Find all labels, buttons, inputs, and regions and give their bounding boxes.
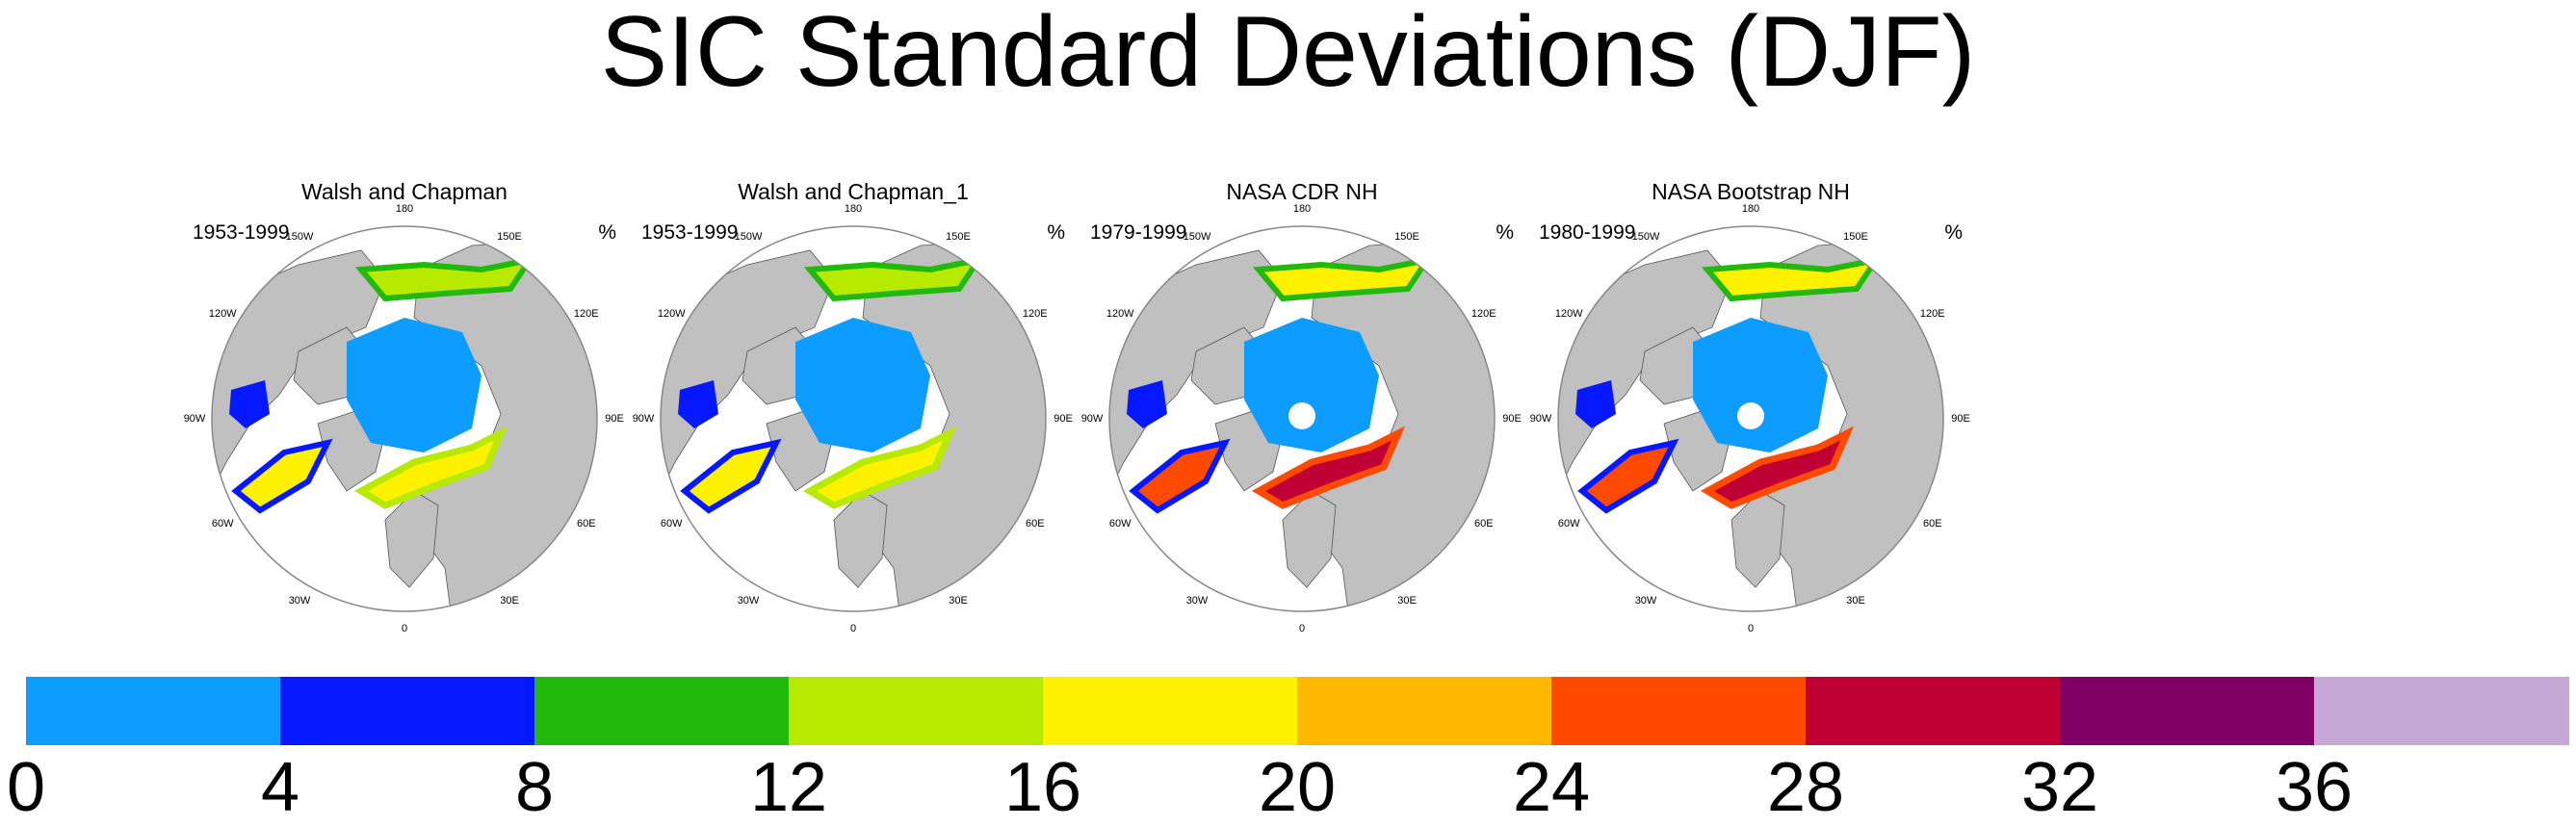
longitude-label: 90W (1529, 413, 1552, 425)
longitude-label: 120E (1919, 308, 1945, 320)
colorbar-tick-label: 36 (2275, 749, 2354, 826)
longitude-label: 180 (395, 203, 414, 215)
polar-map (211, 225, 598, 612)
colorbar-segment (534, 677, 790, 745)
longitude-label: 180 (1292, 203, 1312, 215)
longitude-label: 120W (208, 308, 237, 320)
map-panel: Walsh and Chapman 1953-1999% 180 150E 120E 90… (184, 173, 624, 635)
longitude-label: 150W (1631, 231, 1660, 244)
longitude-label: 90W (632, 413, 655, 425)
longitude-label: 180 (1741, 203, 1760, 215)
colorbar-segment (1043, 677, 1298, 745)
panel-period: 1953-1999 (641, 221, 739, 244)
colorbar-tick-label: 0 (6, 749, 46, 826)
colorbar-segment (26, 677, 281, 745)
longitude-label: 60W (1108, 518, 1132, 530)
colorbar-tick-label: 12 (749, 749, 828, 826)
longitude-label: 0 (1747, 623, 1755, 634)
longitude-label: 30E (949, 594, 968, 607)
map-panel: Walsh and Chapman_1 1953-1999% 180 150E 120E… (633, 173, 1073, 635)
longitude-label: 60W (660, 518, 683, 530)
longitude-label: 120E (1470, 308, 1496, 320)
longitude-label: 150E (946, 231, 971, 244)
colorbar-tick-label: 16 (1003, 749, 1082, 826)
longitude-label: 60E (576, 518, 596, 530)
longitude-label: 180 (844, 203, 863, 215)
longitude-label: 90W (1080, 413, 1104, 425)
figure-title: SIC Standard Deviations (DJF) (600, 0, 1976, 108)
longitude-label: 90E (605, 413, 624, 425)
polar-map (1557, 225, 1944, 612)
longitude-label: 90E (1054, 413, 1073, 425)
panel-period: 1953-1999 (193, 221, 290, 244)
longitude-label: 150W (734, 231, 763, 244)
longitude-label: 150W (285, 231, 314, 244)
longitude-label: 30W (737, 594, 760, 607)
panel-title: NASA Bootstrap NH (1652, 179, 1850, 204)
panel-unit: % (1944, 221, 1963, 244)
longitude-label: 60E (1025, 518, 1045, 530)
polar-map (1108, 225, 1496, 612)
colorbar-segment (1806, 677, 2061, 745)
panel-unit: % (598, 221, 616, 244)
map-panel: NASA Bootstrap NH 1980-1999% 180 150E 120E 90… (1530, 173, 1970, 635)
longitude-label: 30W (288, 594, 311, 607)
longitude-label: 120W (1106, 308, 1134, 320)
panel-unit: % (1047, 221, 1065, 244)
longitude-label: 120E (1022, 308, 1048, 320)
colorbar-tick-label: 4 (260, 749, 300, 826)
longitude-label: 150E (497, 231, 522, 244)
colorbar-tick-label: 32 (2020, 749, 2099, 826)
longitude-label: 150W (1183, 231, 1211, 244)
longitude-label: 0 (401, 623, 408, 634)
colorbar-segment (2060, 677, 2315, 745)
map-panel: NASA CDR NH 1979-1999% 180 150E 120E 90E 60E 30… (1081, 173, 1522, 635)
colorbar-tick-label: 20 (1258, 749, 1337, 826)
longitude-label: 120E (573, 308, 599, 320)
longitude-label: 30W (1634, 594, 1657, 607)
panel-title: Walsh and Chapman_1 (738, 179, 969, 204)
longitude-label: 0 (1298, 623, 1306, 634)
panel-title: Walsh and Chapman (301, 179, 507, 204)
longitude-label: 30W (1185, 594, 1209, 607)
colorbar-segment (789, 677, 1044, 745)
longitude-label: 90E (1502, 413, 1522, 425)
panel-period: 1980-1999 (1539, 221, 1636, 244)
colorbar-segment (2314, 677, 2569, 745)
longitude-label: 150E (1394, 231, 1419, 244)
panel-period: 1979-1999 (1090, 221, 1187, 244)
panel-title: NASA CDR NH (1226, 179, 1378, 204)
longitude-label: 30E (500, 594, 519, 607)
longitude-label: 60E (1922, 518, 1942, 530)
colorbar-tick-label: 28 (1766, 749, 1845, 826)
longitude-label: 120W (657, 308, 686, 320)
colorbar-segment (280, 677, 535, 745)
longitude-label: 90E (1951, 413, 1970, 425)
longitude-label: 60E (1473, 518, 1494, 530)
colorbar-segment (1551, 677, 1807, 745)
longitude-label: 30E (1846, 594, 1865, 607)
polar-map (660, 225, 1047, 612)
longitude-label: 90W (183, 413, 206, 425)
colorbar (26, 677, 2569, 745)
panel-unit: % (1496, 221, 1514, 244)
longitude-label: 150E (1843, 231, 1868, 244)
longitude-label: 30E (1397, 594, 1417, 607)
longitude-label: 120W (1554, 308, 1583, 320)
longitude-label: 0 (849, 623, 857, 634)
colorbar-tick-label: 24 (1512, 749, 1591, 826)
colorbar-tick-label: 8 (514, 749, 555, 826)
longitude-label: 60W (1557, 518, 1580, 530)
longitude-label: 60W (211, 518, 234, 530)
colorbar-segment (1297, 677, 1552, 745)
